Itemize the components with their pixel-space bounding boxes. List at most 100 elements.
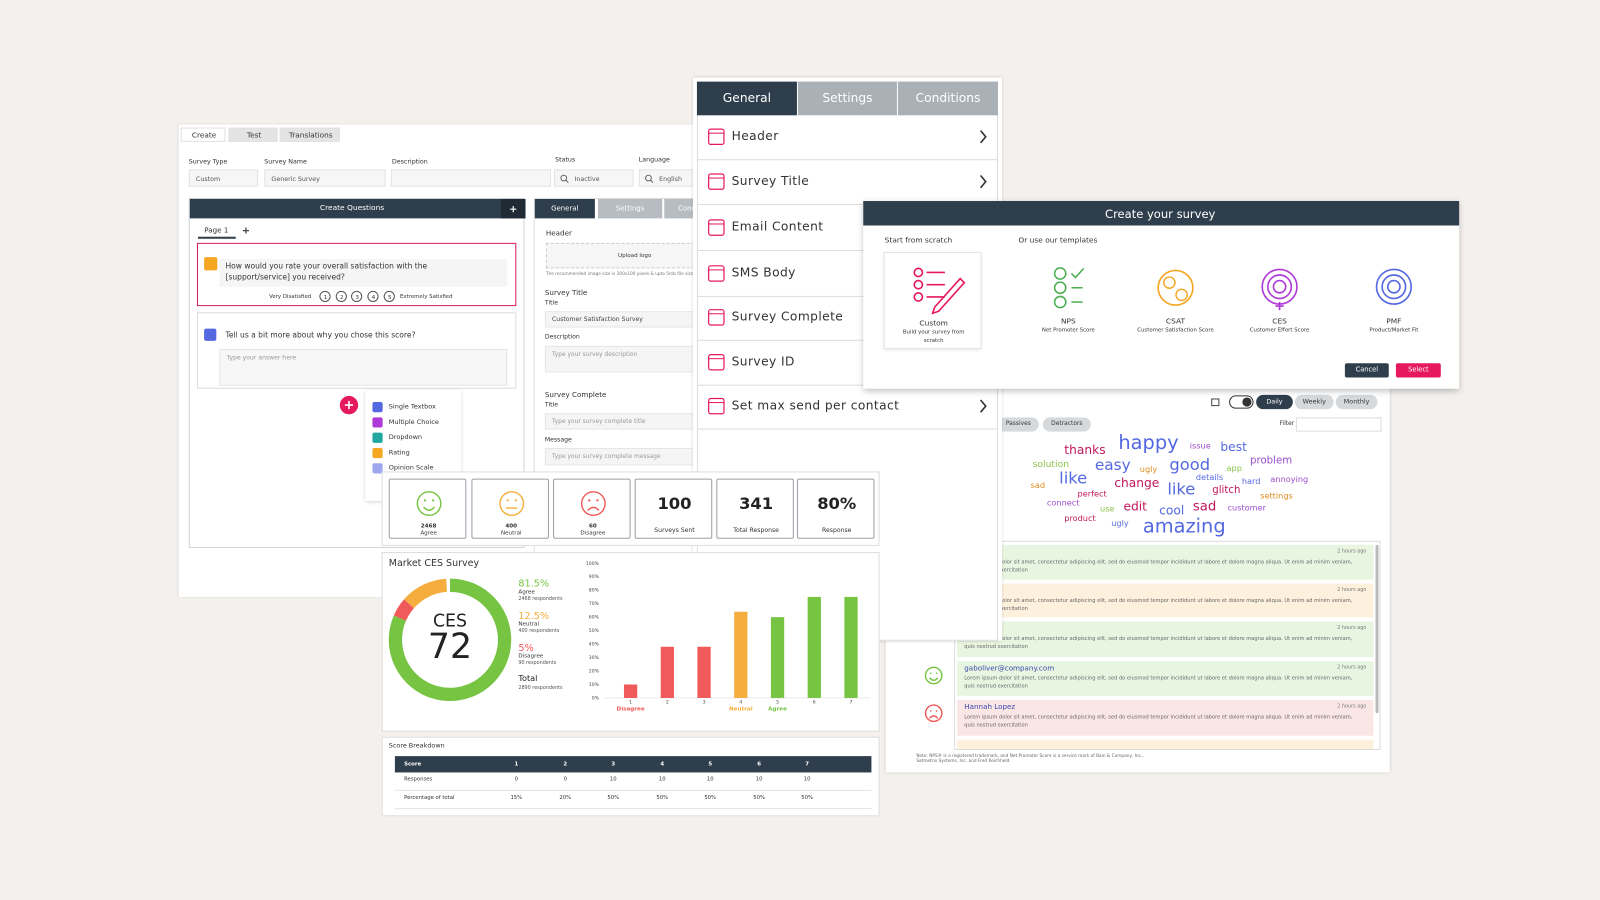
template-name[interactable]: Custom <box>919 318 948 328</box>
page-label[interactable]: Page 1 <box>204 226 229 235</box>
add-button[interactable] <box>501 198 526 219</box>
item-label[interactable]: SMS Body <box>731 265 796 280</box>
scale-option[interactable]: 2 <box>335 290 347 303</box>
tab-label[interactable]: Translations <box>288 130 333 140</box>
item-label[interactable]: Set max send per contact <box>731 398 900 413</box>
item-label[interactable]: Header <box>731 128 779 143</box>
menu-item[interactable]: Rating <box>388 448 410 457</box>
tab-label[interactable]: General <box>722 90 772 105</box>
settings-item[interactable]: Set max send per contact <box>696 385 998 430</box>
filter-pill[interactable]: Passives <box>997 417 1039 432</box>
upload-box[interactable]: Upload logo <box>545 242 694 269</box>
settings-item[interactable]: Survey ID <box>696 341 998 386</box>
settings-item[interactable]: Email Content <box>696 206 998 252</box>
item-label[interactable]: Survey Title <box>731 173 810 188</box>
template-name[interactable]: CES <box>1272 316 1287 326</box>
cloud-word: glitch <box>1212 484 1241 497</box>
menu-item[interactable]: Opinion Scale <box>388 463 434 472</box>
scale-option[interactable]: 3 <box>350 290 362 303</box>
input[interactable]: Type your survey complete title <box>544 413 694 430</box>
tab-label[interactable]: General <box>551 203 579 212</box>
input[interactable]: English <box>638 169 694 187</box>
scale-option[interactable]: 5 <box>383 290 395 303</box>
tab-label[interactable]: Settings <box>615 203 645 212</box>
tab[interactable]: Settings <box>597 198 663 219</box>
input[interactable]: Type your survey description <box>544 345 694 373</box>
tab[interactable]: Settings <box>797 81 897 116</box>
settings-item[interactable]: Survey Title <box>696 160 998 206</box>
filter-pill-label[interactable]: Passives <box>1005 421 1031 428</box>
period-label[interactable]: Weekly <box>1302 398 1326 406</box>
period-label[interactable]: Monthly <box>1343 398 1370 406</box>
input[interactable]: Type your survey complete message <box>544 447 694 466</box>
template-description[interactable]: Customer Satisfaction Score <box>1137 327 1214 334</box>
page-tab[interactable]: Page 1 <box>197 223 236 239</box>
input[interactable] <box>390 169 552 187</box>
modal-title: Create your survey <box>1105 207 1216 221</box>
icon-face <box>1175 288 1188 302</box>
input[interactable]: Generic Survey <box>264 169 386 187</box>
template-name[interactable]: NPS <box>1060 316 1076 326</box>
modal-button[interactable]: Cancel <box>1344 363 1389 378</box>
filter-pill-label[interactable]: Detractors <box>1051 421 1083 428</box>
template-name[interactable]: CSAT <box>1165 316 1186 326</box>
icon-ring <box>1386 279 1401 294</box>
tab[interactable]: Conditions <box>664 198 694 219</box>
upload-label[interactable]: Upload logo <box>617 252 652 260</box>
icon-bullet <box>913 292 924 302</box>
item-label[interactable]: Survey Complete <box>731 309 844 324</box>
template-card[interactable]: NPS Net Promoter Score <box>1022 255 1114 339</box>
answer-box[interactable]: Type your answer here <box>219 348 508 386</box>
settings-item[interactable]: Survey Complete <box>696 296 998 341</box>
period-button[interactable]: Weekly <box>1294 394 1334 410</box>
item-label[interactable]: Email Content <box>731 219 824 234</box>
menu-item[interactable]: Multiple Choice <box>388 417 439 426</box>
period-label[interactable]: Daily <box>1266 398 1283 406</box>
template-name[interactable]: PMF <box>1386 316 1402 326</box>
modal-button[interactable]: Select <box>1395 363 1441 378</box>
template-card[interactable]: PMF Product/Market Fit <box>1348 255 1440 339</box>
tab-label[interactable]: Conditions <box>915 90 981 105</box>
settings-item[interactable]: SMS Body <box>696 252 998 297</box>
template-description[interactable]: Customer Effort Score <box>1249 327 1310 334</box>
chevron <box>979 174 987 189</box>
button-label[interactable]: Cancel <box>1355 365 1379 374</box>
menu-item[interactable]: Single Textbox <box>388 402 436 411</box>
scale-option-label[interactable]: 2 <box>340 294 344 301</box>
tab[interactable]: Translations <box>279 127 340 142</box>
filter-select[interactable] <box>1295 417 1382 432</box>
template-card[interactable]: Custom Build your survey from scratch <box>883 252 982 349</box>
tab-label[interactable]: Create <box>191 130 217 140</box>
scale-option[interactable]: 1 <box>318 290 331 303</box>
tab[interactable]: Test <box>228 127 278 142</box>
tab[interactable]: General <box>696 81 797 116</box>
scale-option[interactable]: 4 <box>366 290 379 303</box>
scale-option-label[interactable]: 1 <box>323 294 328 301</box>
tab-label[interactable]: Conditions <box>678 203 694 212</box>
scale-option-label[interactable]: 5 <box>388 294 392 301</box>
input[interactable]: Inactive <box>554 169 634 187</box>
period-button[interactable]: Monthly <box>1335 394 1378 410</box>
tab-label[interactable]: Settings <box>822 90 873 105</box>
period-button[interactable]: Daily <box>1256 394 1293 410</box>
y-tick-label: 50% <box>589 628 600 634</box>
icon-frame <box>708 265 725 282</box>
filter-pill[interactable]: Detractors <box>1042 417 1091 432</box>
item-label[interactable]: Survey ID <box>731 354 795 369</box>
settings-item[interactable]: Header <box>696 115 998 161</box>
template-description[interactable]: Product/Market Fit <box>1369 327 1419 334</box>
tab[interactable]: Create <box>180 127 226 142</box>
table-header <box>394 756 872 773</box>
tab[interactable]: General <box>534 198 595 219</box>
input[interactable]: Custom <box>188 169 259 187</box>
template-card[interactable]: CES Customer Effort Score <box>1234 255 1326 339</box>
input[interactable]: Customer Satisfaction Survey <box>544 311 694 328</box>
button-label[interactable]: Select <box>1408 365 1429 374</box>
tab[interactable]: Conditions <box>897 81 998 116</box>
menu-item[interactable]: Dropdown <box>388 432 423 442</box>
scale-option-label[interactable]: 4 <box>371 294 376 301</box>
template-description[interactable]: Net Promoter Score <box>1041 327 1095 334</box>
scale-option-label[interactable]: 3 <box>355 294 359 301</box>
template-card[interactable]: CSAT Customer Satisfaction Score <box>1130 255 1222 339</box>
tab-label[interactable]: Test <box>246 130 262 140</box>
